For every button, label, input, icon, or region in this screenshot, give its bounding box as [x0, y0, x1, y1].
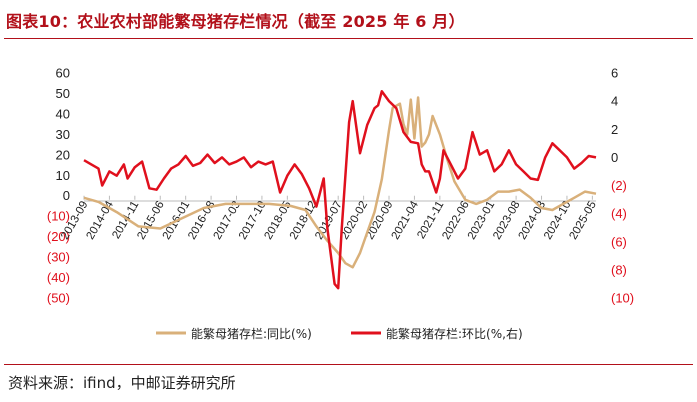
right-axis-tick-label: 6	[611, 66, 618, 81]
source-note: 资料来源：ifind，中邮证券研究所	[8, 374, 236, 392]
left-axis-tick-label: (10)	[47, 209, 70, 224]
right-axis-tick-label: (2)	[611, 178, 627, 193]
left-axis-tick-label: 40	[56, 106, 70, 121]
right-axis-tick-label: 2	[611, 122, 618, 137]
right-axis-tick-label: (10)	[611, 291, 634, 306]
right-axis-tick-label: 0	[611, 150, 618, 165]
right-axis-tick-label: (8)	[611, 262, 627, 277]
legend-label-mom: 能繁母猪存栏:环比(%,右)	[386, 326, 523, 341]
left-axis-tick-label: (40)	[47, 270, 70, 285]
right-axis-tick-label: (6)	[611, 234, 627, 249]
series-line-yoy	[83, 96, 597, 269]
right-axis-ticks: 6 4 2 0 (2) (4) (6) (8) (10)	[611, 66, 634, 306]
left-axis-ticks: 60 50 40 30 20 10 0 (10) (20) (30) (40) (50)	[47, 66, 70, 306]
figure-title: 图表10：农业农村部能繁母猪存栏情况（截至 2025 年 6 月）	[6, 12, 465, 31]
series-line-mom	[83, 90, 597, 290]
left-axis-tick-label: 0	[63, 188, 70, 203]
legend-label-yoy: 能繁母猪存栏:同比(%)	[191, 326, 312, 341]
left-axis-tick-label: (30)	[47, 250, 70, 265]
source-rule	[4, 364, 693, 365]
left-axis-tick-label: (50)	[47, 291, 70, 306]
left-axis-tick-label: 10	[56, 168, 70, 183]
left-axis-tick-label: 60	[56, 66, 70, 81]
right-axis-tick-label: 4	[611, 94, 618, 109]
left-axis-tick-label: (20)	[47, 229, 70, 244]
legend: 能繁母猪存栏:同比(%) 能繁母猪存栏:环比(%,右)	[156, 326, 523, 341]
left-axis-tick-label: 50	[56, 86, 70, 101]
left-axis-tick-label: 20	[56, 147, 70, 162]
title-rule	[4, 38, 693, 39]
left-axis-tick-label: 30	[56, 127, 70, 142]
right-axis-tick-label: (4)	[611, 206, 627, 221]
